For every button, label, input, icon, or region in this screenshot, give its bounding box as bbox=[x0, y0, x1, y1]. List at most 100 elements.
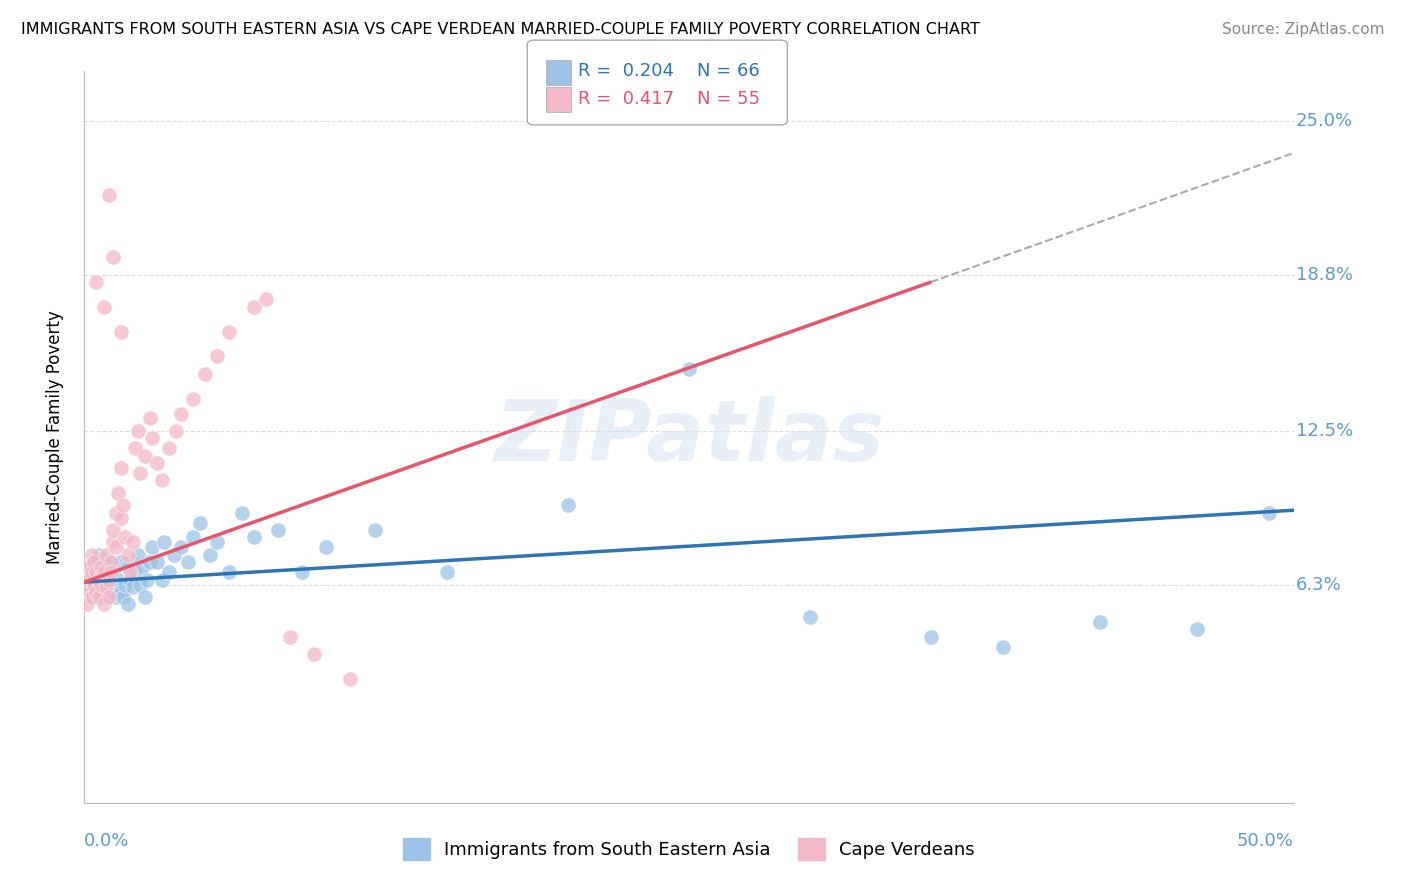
Point bbox=[100, 585, 122, 599]
Point bbox=[87, 590, 110, 604]
Legend: Immigrants from South Eastern Asia, Cape Verdeans: Immigrants from South Eastern Asia, Cape… bbox=[395, 830, 983, 867]
Point bbox=[103, 523, 125, 537]
Point bbox=[112, 498, 135, 512]
Text: IMMIGRANTS FROM SOUTH EASTERN ASIA VS CAPE VERDEAN MARRIED-COUPLE FAMILY POVERTY: IMMIGRANTS FROM SOUTH EASTERN ASIA VS CA… bbox=[21, 22, 980, 37]
Point bbox=[124, 565, 146, 579]
Point bbox=[231, 506, 253, 520]
Point bbox=[83, 555, 105, 569]
Point bbox=[302, 647, 325, 661]
Point bbox=[134, 449, 156, 463]
Point bbox=[117, 560, 139, 574]
Point bbox=[120, 573, 142, 587]
Point bbox=[153, 535, 176, 549]
Point bbox=[198, 548, 221, 562]
Point bbox=[76, 585, 98, 599]
Point bbox=[129, 577, 152, 591]
Point bbox=[104, 506, 127, 520]
Point bbox=[90, 560, 112, 574]
Point bbox=[110, 585, 132, 599]
Point bbox=[121, 535, 143, 549]
Text: ZIPatlas: ZIPatlas bbox=[494, 395, 884, 479]
Point bbox=[97, 555, 120, 569]
Point bbox=[103, 250, 125, 264]
Point bbox=[165, 424, 187, 438]
Point bbox=[120, 565, 142, 579]
Point bbox=[87, 573, 110, 587]
Point bbox=[163, 548, 186, 562]
Point bbox=[114, 531, 136, 545]
Point bbox=[141, 431, 163, 445]
Point bbox=[76, 598, 98, 612]
Point bbox=[339, 672, 361, 686]
Text: R =  0.417    N = 55: R = 0.417 N = 55 bbox=[578, 90, 761, 108]
Point bbox=[129, 466, 152, 480]
Point bbox=[138, 555, 160, 569]
Point bbox=[107, 486, 129, 500]
Point bbox=[97, 188, 120, 202]
Point bbox=[86, 585, 108, 599]
Text: 6.3%: 6.3% bbox=[1296, 575, 1341, 593]
Point bbox=[993, 640, 1015, 654]
Point bbox=[87, 577, 110, 591]
Point bbox=[157, 442, 180, 456]
Point bbox=[93, 598, 115, 612]
Point bbox=[80, 590, 103, 604]
Point bbox=[110, 461, 132, 475]
Point bbox=[127, 548, 149, 562]
Text: 25.0%: 25.0% bbox=[1296, 112, 1353, 130]
Y-axis label: Married-Couple Family Poverty: Married-Couple Family Poverty bbox=[45, 310, 63, 564]
Point bbox=[190, 516, 212, 530]
Point bbox=[114, 577, 136, 591]
Point bbox=[100, 565, 122, 579]
Point bbox=[110, 510, 132, 524]
Point bbox=[799, 610, 821, 624]
Point bbox=[93, 300, 115, 314]
Point bbox=[77, 573, 100, 587]
Point bbox=[1258, 506, 1281, 520]
Text: 50.0%: 50.0% bbox=[1237, 832, 1294, 850]
Point bbox=[97, 573, 120, 587]
Text: 0.0%: 0.0% bbox=[84, 832, 129, 850]
Point bbox=[181, 531, 204, 545]
Text: 12.5%: 12.5% bbox=[1296, 422, 1353, 440]
Point bbox=[117, 548, 139, 562]
Point bbox=[93, 565, 115, 579]
Point bbox=[181, 392, 204, 406]
Point bbox=[170, 407, 193, 421]
Point bbox=[97, 573, 120, 587]
Text: 18.8%: 18.8% bbox=[1296, 266, 1353, 284]
Point bbox=[112, 590, 135, 604]
Point bbox=[146, 456, 169, 470]
Point bbox=[207, 350, 229, 364]
Point bbox=[104, 590, 127, 604]
Point bbox=[363, 523, 385, 537]
Point bbox=[194, 367, 217, 381]
Point bbox=[80, 590, 103, 604]
Point bbox=[100, 555, 122, 569]
Point bbox=[291, 565, 314, 579]
Point bbox=[83, 555, 105, 569]
Point bbox=[150, 474, 173, 488]
Point bbox=[110, 325, 132, 339]
Point bbox=[94, 590, 117, 604]
Point bbox=[86, 565, 108, 579]
Point bbox=[80, 565, 103, 579]
Point bbox=[136, 573, 159, 587]
Point bbox=[86, 585, 108, 599]
Point bbox=[242, 300, 264, 314]
Point bbox=[218, 565, 240, 579]
Point bbox=[117, 598, 139, 612]
Point bbox=[77, 577, 100, 591]
Point bbox=[315, 541, 337, 555]
Point bbox=[104, 541, 127, 555]
Point bbox=[254, 293, 277, 307]
Point bbox=[278, 630, 301, 644]
Point bbox=[141, 541, 163, 555]
Point bbox=[94, 580, 117, 594]
Point bbox=[1088, 615, 1111, 629]
Point bbox=[920, 630, 942, 644]
Point bbox=[218, 325, 240, 339]
Point bbox=[157, 565, 180, 579]
Point bbox=[121, 580, 143, 594]
Point bbox=[436, 565, 458, 579]
